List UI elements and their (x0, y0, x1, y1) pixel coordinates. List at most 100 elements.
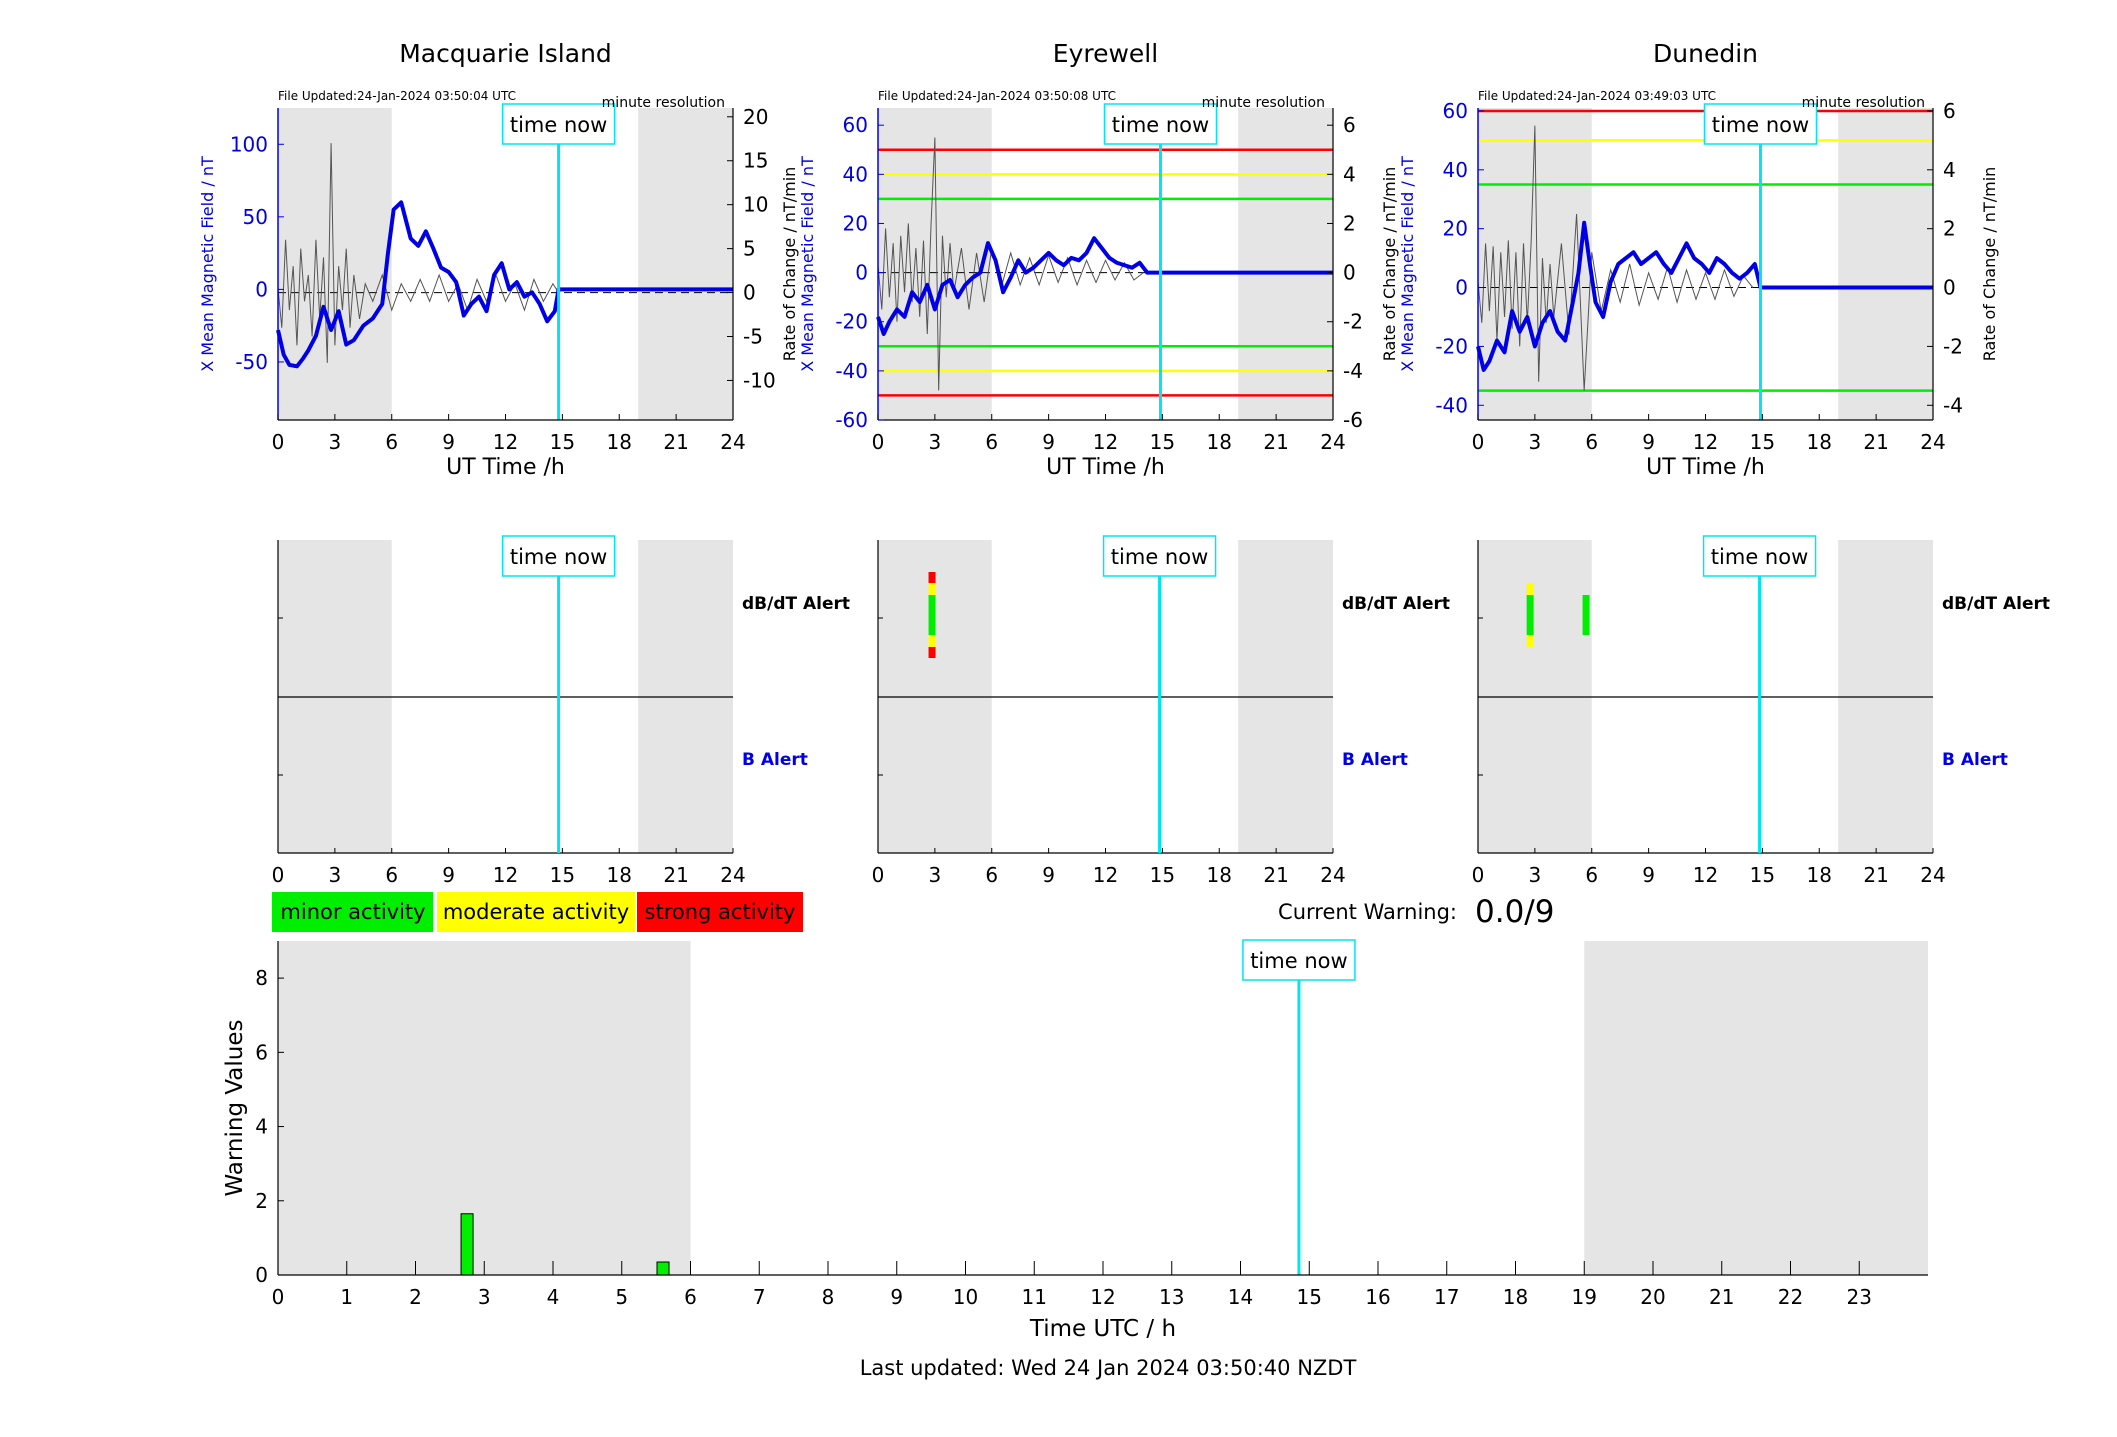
x-tick-label: 15 (550, 863, 575, 887)
y-tick-label: -50 (235, 350, 268, 374)
station-title: Eyrewell (1053, 39, 1158, 68)
x-tick-label: 21 (663, 863, 688, 887)
x-tick-label: 19 (1572, 1285, 1597, 1309)
x-tick-label: 23 (1847, 1285, 1872, 1309)
x-tick-label: 12 (493, 430, 518, 454)
x-tick-label: 9 (1042, 430, 1055, 454)
y-right-tick-label: 4 (1943, 158, 1956, 182)
y-right-tick-label: 6 (1343, 113, 1356, 137)
x-tick-label: 5 (615, 1285, 628, 1309)
x-tick-label: 18 (607, 430, 632, 454)
legend-minor-swatch (272, 892, 433, 932)
dbdt-alert-label: dB/dT Alert (742, 594, 850, 614)
time-now-box (1702, 535, 1817, 577)
x-tick-label: 9 (442, 863, 455, 887)
y-axis-title-left: X Mean Magnetic Field / nT (1398, 156, 1417, 372)
time-now-box (501, 103, 616, 145)
x-tick-label: 18 (607, 863, 632, 887)
x-tick-label: 21 (1709, 1285, 1734, 1309)
time-now-label: time now (510, 113, 607, 137)
file-updated-note: File Updated:24-Jan-2024 03:50:08 UTC (878, 89, 1116, 103)
y-tick-label: 6 (255, 1040, 268, 1064)
x-tick-label: 0 (272, 430, 285, 454)
night-shading (638, 108, 733, 420)
y-tick-label: 60 (843, 113, 868, 137)
x-tick-label: 18 (1207, 863, 1232, 887)
y-axis-title-left: X Mean Magnetic Field / nT (198, 156, 217, 372)
time-now-label: time now (1112, 113, 1209, 137)
x-tick-label: 0 (872, 863, 885, 887)
file-updated-note: File Updated:24-Jan-2024 03:49:03 UTC (1478, 89, 1716, 103)
x-tick-label: 18 (1503, 1285, 1528, 1309)
y-tick-label: 20 (843, 211, 868, 235)
resolution-note: minute resolution (1802, 95, 1925, 111)
x-tick-label: 2 (409, 1285, 422, 1309)
legend-minor-label: minor activity (280, 900, 425, 924)
y-tick-label: -20 (1435, 334, 1468, 358)
y-right-tick-label: -2 (1343, 310, 1363, 334)
magnetic-field-series (876, 236, 1333, 337)
y-tick-label: 50 (243, 205, 268, 229)
current-warning-label: Current Warning: (1278, 900, 1457, 924)
time-now-box (1102, 535, 1217, 577)
y-axis-title-left: X Mean Magnetic Field / nT (798, 156, 817, 372)
time-now-label: time now (1250, 949, 1347, 973)
resolution-note: minute resolution (602, 95, 725, 111)
night-shading (1238, 108, 1333, 420)
night-shading (278, 108, 392, 420)
y-axis-title-right: Rate of Change / nT/min (780, 167, 799, 362)
x-tick-label: 9 (890, 1285, 903, 1309)
x-tick-label: 3 (1529, 430, 1542, 454)
station-title: Dunedin (1653, 39, 1758, 68)
night-shading (278, 941, 691, 1275)
x-tick-label: 6 (385, 863, 398, 887)
y-tick-label: -40 (835, 359, 868, 383)
x-tick-label: 10 (953, 1285, 978, 1309)
x-tick-label: 15 (1150, 863, 1175, 887)
y-tick-label: -60 (835, 408, 868, 432)
dbdt-alert-mark-minor (928, 595, 936, 635)
x-tick-label: 1 (340, 1285, 353, 1309)
x-tick-label: 15 (550, 430, 575, 454)
y-right-tick-label: 0 (743, 281, 756, 305)
x-tick-label: 9 (442, 430, 455, 454)
time-now-label: time now (1712, 113, 1809, 137)
y-right-tick-label: -10 (743, 368, 776, 392)
y-right-tick-label: 10 (743, 193, 768, 217)
time-now-label: time now (510, 545, 607, 569)
x-tick-label: 21 (1263, 430, 1288, 454)
x-tick-label: 15 (1150, 430, 1175, 454)
dbdt-alert-label: dB/dT Alert (1942, 594, 2050, 614)
x-tick-label: 24 (1920, 430, 1945, 454)
y-right-tick-label: 2 (1943, 217, 1956, 241)
x-tick-label: 6 (1585, 863, 1598, 887)
y-tick-label: 8 (255, 966, 268, 990)
x-tick-label: 3 (329, 430, 342, 454)
resolution-note: minute resolution (1202, 95, 1325, 111)
time-now-box (1703, 103, 1818, 145)
x-axis-title: UT Time /h (1646, 455, 1765, 480)
x-tick-label: 15 (1297, 1285, 1322, 1309)
x-tick-label: 11 (1022, 1285, 1047, 1309)
time-now-label: time now (1111, 545, 1208, 569)
x-tick-label: 6 (985, 863, 998, 887)
y-tick-label: 0 (1455, 276, 1468, 300)
y-right-tick-label: 15 (743, 149, 768, 173)
y-right-tick-label: 2 (1343, 211, 1356, 235)
night-shading (1478, 108, 1592, 420)
night-shading (1584, 941, 1928, 1275)
x-tick-label: 18 (1807, 430, 1832, 454)
x-tick-label: 22 (1778, 1285, 1803, 1309)
b-alert-label: B Alert (1342, 750, 1408, 770)
y-tick-label: 60 (1443, 99, 1468, 123)
y-tick-label: 100 (230, 132, 268, 156)
x-tick-label: 12 (493, 863, 518, 887)
x-tick-label: 6 (1585, 430, 1598, 454)
alert-panel-2: time now dB/dT Alert B Alert 0 3 6 9 12 15 18 21 24 (872, 535, 1450, 887)
y-tick-label: 4 (255, 1115, 268, 1139)
x-tick-label: 24 (720, 863, 745, 887)
x-tick-label: 6 (684, 1285, 697, 1309)
y-right-tick-label: 0 (1343, 261, 1356, 285)
